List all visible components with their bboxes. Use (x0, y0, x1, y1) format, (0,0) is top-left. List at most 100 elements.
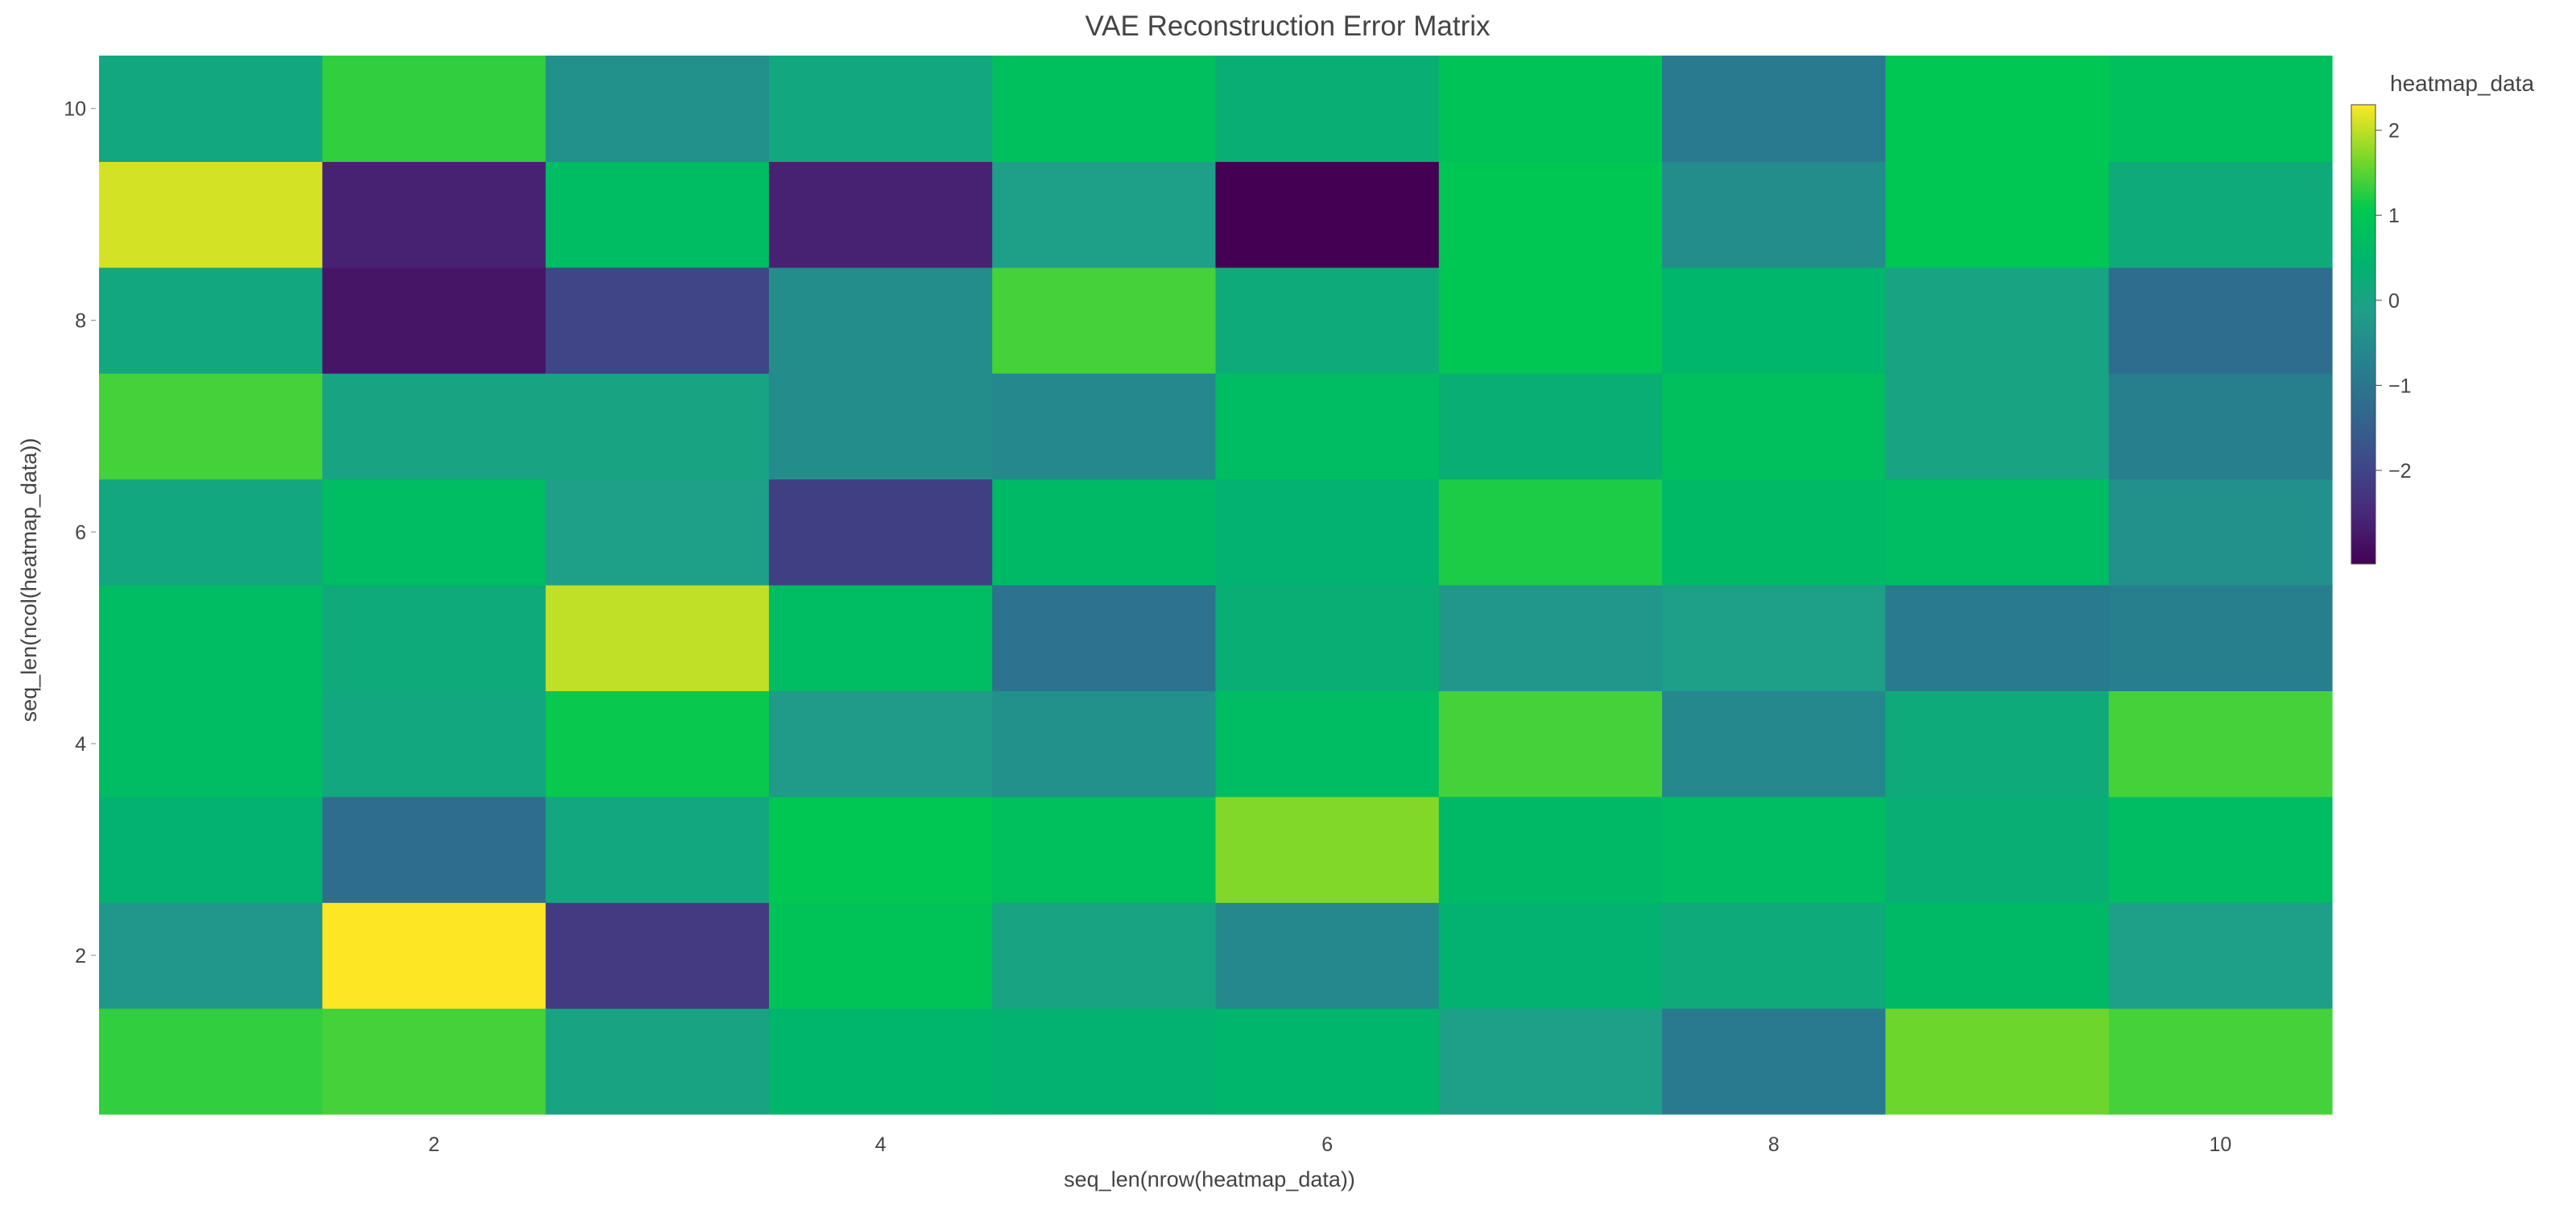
heatmap-cell (992, 1008, 1217, 1115)
heatmap-cell (768, 585, 993, 691)
heatmap-cell (1662, 479, 1886, 586)
x-axis-ticks: 2 4 6 8 10 (428, 1133, 2231, 1156)
heatmap-cell (322, 479, 547, 586)
heatmap-cell (992, 267, 1217, 374)
heatmap-cell (1885, 373, 2110, 480)
heatmap-cells (99, 56, 2333, 1115)
heatmap-cell (1662, 585, 1886, 691)
heatmap-cell (99, 585, 323, 691)
heatmap-cell (1885, 902, 2110, 1009)
heatmap-cell (1885, 690, 2110, 798)
heatmap-cell (545, 796, 770, 903)
heatmap-cell (1438, 479, 1663, 586)
y-axis-ticks: 2 4 6 8 10 (64, 98, 96, 967)
heatmap-cell (322, 902, 547, 1009)
heatmap-cell (768, 56, 993, 162)
colorbar-title: heatmap_data (2390, 71, 2534, 96)
heatmap-cell (99, 56, 323, 162)
heatmap-cell (2108, 479, 2333, 586)
heatmap-cell (1438, 1008, 1663, 1115)
heatmap-cell (322, 796, 547, 903)
heatmap-cell (992, 161, 1217, 268)
y-tick-label: 8 (75, 310, 86, 333)
heatmap-cell (992, 585, 1217, 691)
heatmap-cell (99, 690, 323, 798)
heatmap-cell (1438, 267, 1663, 374)
heatmap-cell (2108, 690, 2333, 798)
heatmap-cell (1438, 161, 1663, 268)
heatmap-cell (2108, 373, 2333, 480)
heatmap-cell (99, 796, 323, 903)
heatmap-cell (322, 56, 547, 162)
heatmap-cell (1438, 56, 1663, 162)
heatmap-cell (545, 267, 770, 374)
heatmap-cell (322, 585, 547, 691)
y-tick-label: 10 (64, 98, 86, 121)
heatmap-cell (1662, 56, 1886, 162)
heatmap-cell (545, 1008, 770, 1115)
heatmap-cell (992, 690, 1217, 798)
heatmap-cell (768, 690, 993, 798)
colorbar: heatmap_data 2 1 0 −1 −2 (2351, 71, 2534, 565)
heatmap-cell (1662, 373, 1886, 480)
heatmap-cell (1662, 902, 1886, 1009)
x-tick-label: 10 (2209, 1133, 2231, 1156)
heatmap-cell (99, 902, 323, 1009)
heatmap-cell (1662, 690, 1886, 798)
heatmap-cell (322, 267, 547, 374)
heatmap-cell (768, 479, 993, 586)
heatmap-cell (1438, 902, 1663, 1009)
heatmap-cell (322, 373, 547, 480)
heatmap-cell (1215, 267, 1440, 374)
heatmap-cell (992, 902, 1217, 1009)
heatmap-cell (545, 585, 770, 691)
heatmap-cell (768, 161, 993, 268)
x-tick-label: 2 (428, 1133, 440, 1156)
heatmap-cell (1215, 1008, 1440, 1115)
heatmap-cell (322, 690, 547, 798)
heatmap-cell (1215, 796, 1440, 903)
heatmap-cell (545, 161, 770, 268)
heatmap-cell (1215, 690, 1440, 798)
heatmap-cell (1885, 585, 2110, 691)
heatmap-cell (1885, 796, 2110, 903)
colorbar-tick-label: −1 (2388, 375, 2412, 397)
x-tick-label: 6 (1321, 1133, 1333, 1156)
heatmap-cell (545, 373, 770, 480)
chart-title: VAE Reconstruction Error Matrix (1085, 10, 1491, 42)
colorbar-ticks: 2 1 0 −1 −2 (2375, 120, 2412, 483)
heatmap-cell (1885, 161, 2110, 268)
heatmap-cell (1438, 585, 1663, 691)
heatmap-cell (99, 267, 323, 374)
heatmap-cell (1662, 267, 1886, 374)
heatmap-cell (768, 1008, 993, 1115)
x-tick-label: 8 (1768, 1133, 1780, 1156)
heatmap-cell (1885, 1008, 2110, 1115)
heatmap-cell (992, 373, 1217, 480)
heatmap-cell (1215, 373, 1440, 480)
colorbar-tick-label: −2 (2388, 460, 2412, 483)
heatmap-cell (2108, 56, 2333, 162)
heatmap-cell (992, 56, 1217, 162)
heatmap-cell (1662, 796, 1886, 903)
heatmap-cell (1662, 161, 1886, 268)
heatmap-cell (545, 902, 770, 1009)
heatmap-cell (2108, 1008, 2333, 1115)
heatmap-cell (1438, 690, 1663, 798)
heatmap-cell (768, 796, 993, 903)
x-tick-label: 4 (875, 1133, 887, 1156)
heatmap-cell (768, 373, 993, 480)
heatmap-cell (1438, 796, 1663, 903)
heatmap-cell (992, 796, 1217, 903)
heatmap-cell (322, 161, 547, 268)
heatmap-cell (99, 161, 323, 268)
heatmap-cell (768, 902, 993, 1009)
heatmap-cell (1885, 56, 2110, 162)
y-tick-label: 4 (75, 733, 86, 756)
heatmap-cell (1215, 479, 1440, 586)
heatmap-cell (1438, 373, 1663, 480)
colorbar-tick-label: 0 (2388, 290, 2400, 313)
heatmap-cell (1885, 267, 2110, 374)
heatmap-cell (545, 56, 770, 162)
heatmap-cell (99, 479, 323, 586)
